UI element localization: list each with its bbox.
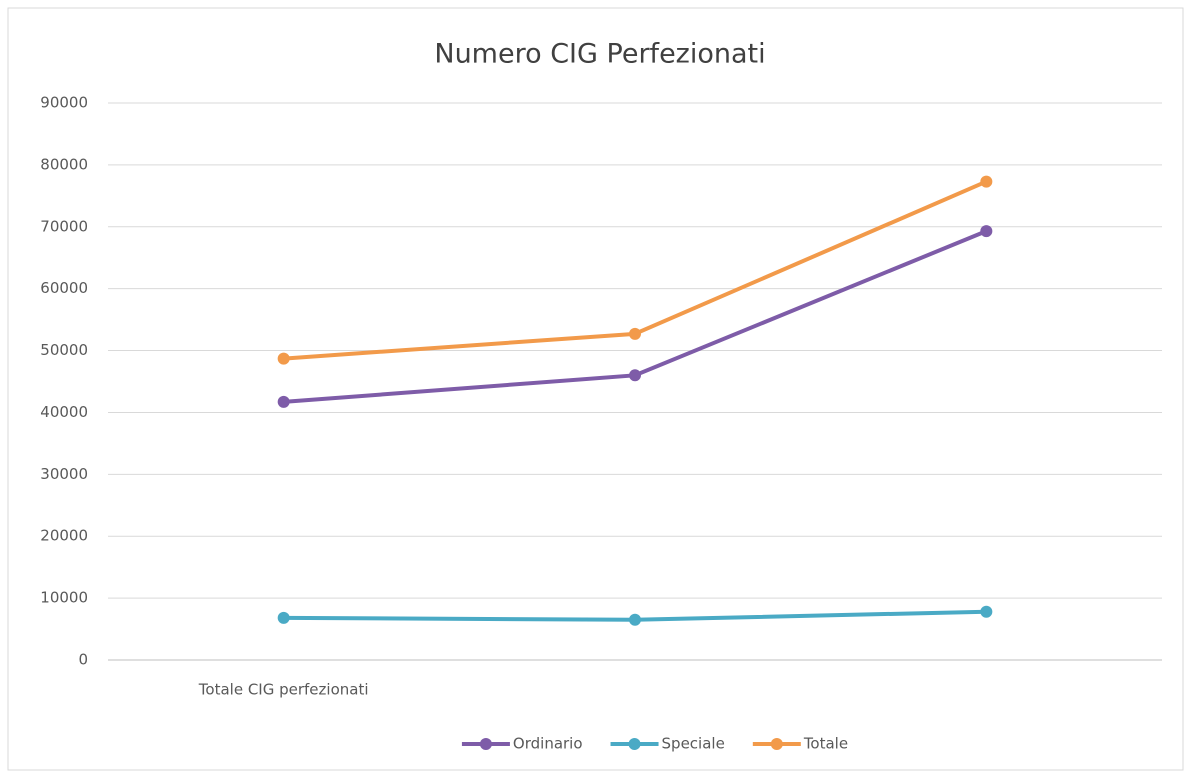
legend-item: Totale	[752, 735, 848, 753]
legend-marker	[628, 738, 641, 750]
data-point	[277, 352, 290, 365]
legend-label: Speciale	[662, 735, 725, 753]
data-point	[980, 605, 993, 618]
y-tick-label: 30000	[40, 465, 88, 483]
legend-label: Ordinario	[513, 735, 583, 753]
chart-title: Numero CIG Perfezionati	[434, 39, 765, 70]
y-tick-label: 10000	[40, 589, 88, 607]
chart-border	[7, 7, 1184, 771]
legend-marker	[479, 738, 492, 750]
data-point	[980, 225, 993, 238]
data-point	[629, 613, 641, 626]
legend-marker	[770, 738, 783, 750]
legend-label: Totale	[803, 735, 848, 753]
y-tick-label: 90000	[40, 94, 88, 112]
y-tick-label: 80000	[40, 155, 88, 173]
y-tick-label: 60000	[40, 279, 88, 297]
y-tick-label: 50000	[40, 341, 88, 359]
y-tick-label: 40000	[40, 403, 88, 421]
x-tick-label: Totale CIG perfezionati	[198, 681, 369, 699]
data-point	[277, 611, 290, 624]
data-point	[629, 369, 641, 382]
y-tick-label: 70000	[40, 217, 88, 235]
y-tick-label: 20000	[40, 527, 88, 545]
data-point	[980, 175, 993, 188]
data-point	[629, 327, 641, 340]
legend-item: Speciale	[610, 735, 725, 753]
data-point	[277, 395, 290, 408]
legend-item: Ordinario	[461, 735, 583, 753]
y-tick-label: 0	[78, 651, 88, 669]
